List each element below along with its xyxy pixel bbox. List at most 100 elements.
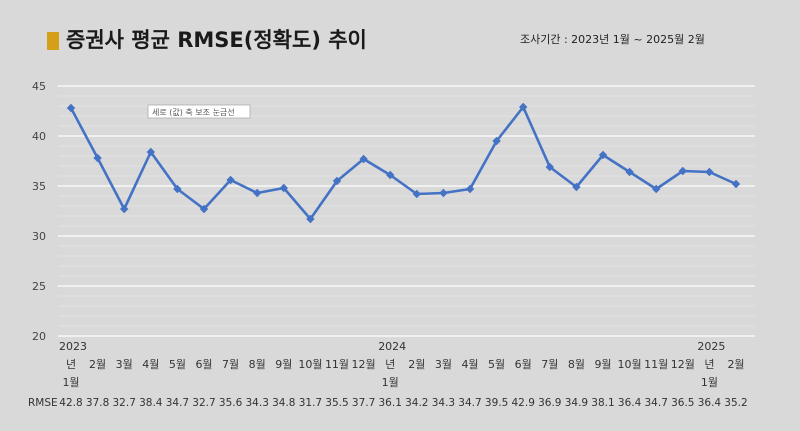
series-points: [66, 102, 741, 224]
x-month-label: 6월: [515, 358, 532, 371]
rmse-value: 37.8: [86, 397, 109, 409]
x-month-label: 12월: [352, 358, 376, 371]
y-tick-label: 25: [32, 280, 46, 293]
series-line-rmse: [69, 105, 737, 221]
rmse-value: 34.7: [458, 397, 481, 409]
x-month-label: 6월: [195, 358, 212, 371]
y-tick-label: 30: [32, 230, 46, 243]
x-year-label: 2023: [59, 340, 87, 353]
title-marker: [47, 32, 59, 50]
x-month-label: 11월: [325, 358, 349, 371]
data-point: [625, 167, 634, 177]
data-point: [279, 183, 288, 193]
rmse-value: 34.7: [166, 397, 189, 409]
x-month-label: 2월: [89, 358, 106, 371]
data-point: [253, 188, 262, 198]
x-year-label: 2025: [697, 340, 725, 353]
data-point: [226, 175, 235, 185]
data-point: [519, 102, 528, 112]
data-point: [412, 189, 421, 199]
x-month-label: 년: [385, 358, 395, 371]
rmse-value: 39.5: [485, 397, 508, 409]
data-point: [572, 182, 581, 192]
y-tick-label: 45: [32, 80, 46, 93]
rmse-value: 34.8: [272, 397, 295, 409]
gridline-tooltip: 세로 (값) 축 보조 눈금선: [147, 104, 251, 119]
x-month-label: 3월: [435, 358, 452, 371]
x-month-label-cont: 1월: [701, 376, 718, 389]
rmse-value: 35.6: [219, 397, 243, 409]
rmse-value: 42.8: [59, 397, 82, 409]
x-month-label: 2월: [408, 358, 425, 371]
x-month-label: 5월: [488, 358, 505, 371]
rmse-value: 34.9: [565, 397, 588, 409]
x-month-label-cont: 1월: [382, 376, 399, 389]
tooltip-box: [147, 104, 251, 119]
y-axis-ticks: 20 25 30 35 40 45: [32, 80, 46, 343]
x-month-label-cont: 1월: [62, 376, 79, 389]
x-month-label: 12월: [671, 358, 695, 371]
rmse-value: 35.2: [724, 397, 747, 409]
rmse-value: 38.1: [591, 397, 614, 409]
x-month-label: 4월: [461, 358, 478, 371]
y-tick-label: 20: [32, 330, 46, 343]
y-tick-label: 35: [32, 180, 46, 193]
data-point: [545, 162, 554, 172]
rmse-value: 35.5: [325, 397, 348, 409]
data-point: [678, 166, 687, 176]
rmse-value-row: RMSE 42.8 37.8 32.7 38.4 34.7 32.7 35.6 34.3 34.8…: [28, 397, 748, 409]
rmse-value: 36.4: [618, 397, 642, 409]
rmse-value: 37.7: [352, 397, 375, 409]
tooltip-text: 세로 (값) 축 보조 눈금선: [152, 107, 235, 117]
y-tick-label: 40: [32, 130, 46, 143]
data-point: [306, 214, 315, 224]
x-month-label: 11월: [644, 358, 668, 371]
x-month-label: 4월: [142, 358, 159, 371]
x-month-label: 8월: [568, 358, 585, 371]
data-point: [93, 153, 102, 163]
rmse-row-label: RMSE: [28, 397, 58, 409]
data-point: [652, 184, 661, 194]
x-month-label: 년: [704, 358, 714, 371]
rmse-value: 36.1: [379, 397, 402, 409]
rmse-value: 36.9: [538, 397, 561, 409]
series-line-layer: [69, 105, 737, 221]
x-month-label: 년: [66, 358, 76, 371]
x-month-label: 10월: [618, 358, 642, 371]
x-month-label: 7월: [222, 358, 239, 371]
chart-title: 증권사 평균 RMSE(정확도) 추이: [66, 28, 367, 52]
rmse-value: 34.3: [246, 397, 269, 409]
x-month-label: 2월: [727, 358, 744, 371]
x-year-label: 2024: [378, 340, 406, 353]
chart-subtitle: 조사기간 : 2023년 1월 ~ 2025월 2월: [520, 33, 705, 46]
data-point: [492, 136, 501, 146]
rmse-value: 34.2: [405, 397, 428, 409]
x-month-label: 9월: [594, 358, 611, 371]
data-point: [146, 147, 155, 157]
data-point: [731, 179, 741, 189]
x-month-label: 8월: [249, 358, 266, 371]
rmse-value: 36.4: [698, 397, 722, 409]
x-month-label: 3월: [116, 358, 133, 371]
rmse-value: 34.7: [645, 397, 668, 409]
x-month-label: 5월: [169, 358, 186, 371]
rmse-value: 36.5: [671, 397, 694, 409]
data-point: [173, 184, 182, 194]
rmse-value: 31.7: [299, 397, 322, 409]
data-point: [120, 204, 129, 214]
data-point: [66, 103, 76, 113]
data-point: [705, 167, 714, 177]
rmse-value: 32.7: [113, 397, 136, 409]
data-point: [386, 170, 395, 180]
data-point: [199, 204, 209, 214]
x-month-label: 7월: [541, 358, 558, 371]
annotation-tooltip: 세로 (값) 축 보조 눈금선: [147, 104, 251, 119]
data-point: [465, 184, 475, 194]
data-point: [359, 154, 368, 164]
data-point: [332, 176, 342, 186]
x-month-label: 9월: [275, 358, 292, 371]
data-point: [598, 150, 608, 160]
rmse-value: 34.3: [432, 397, 455, 409]
